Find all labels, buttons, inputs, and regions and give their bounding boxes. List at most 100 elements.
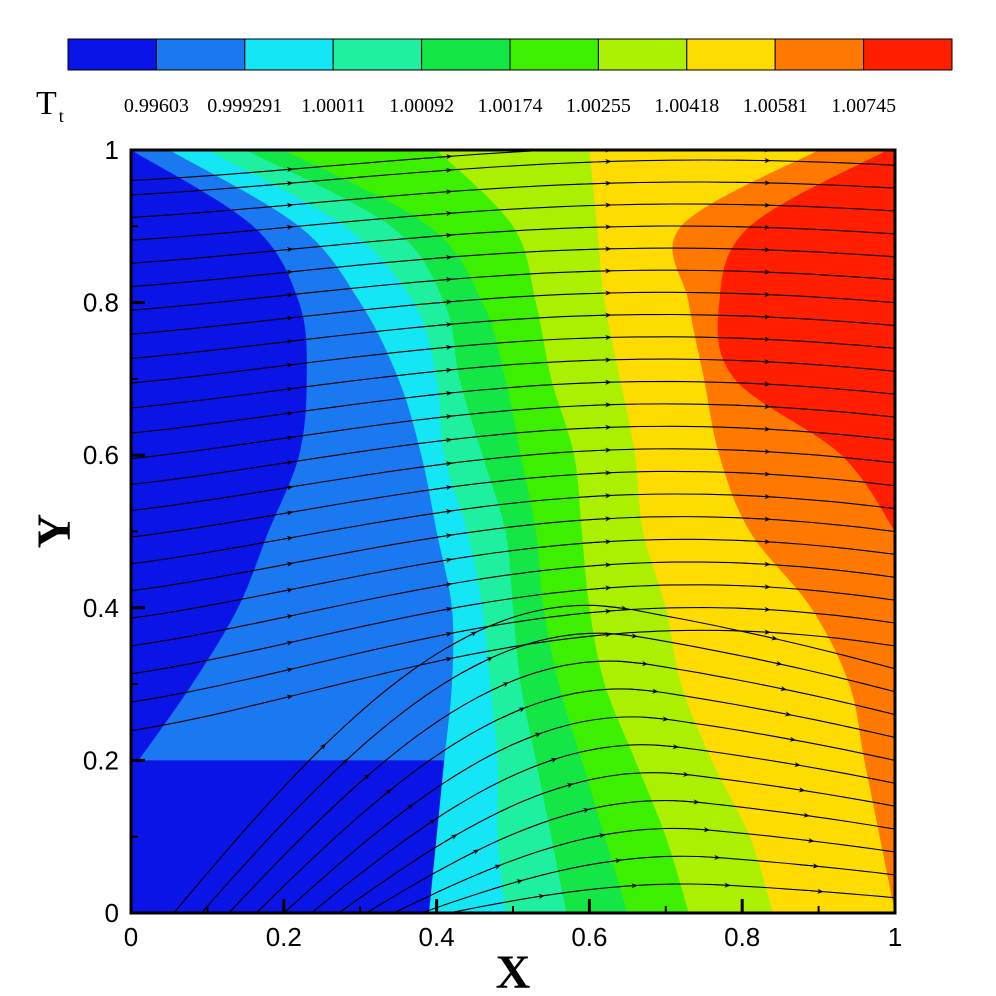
streamline-arrow (576, 402, 612, 408)
streamline-arrow (576, 334, 612, 341)
streamline-arrow (417, 509, 453, 517)
streamline-arrow (362, 788, 392, 814)
legend-swatch (67, 38, 157, 71)
x-tick-label: 0.2 (266, 922, 302, 952)
streamline-arrow (258, 510, 294, 519)
streamline-arrow (417, 557, 453, 566)
legend-level-label: 1.00745 (831, 95, 896, 117)
streamline-arrow (564, 808, 590, 817)
streamline-arrow (258, 561, 294, 571)
y-axis-label: Y (28, 514, 81, 549)
streamline-arrow (408, 819, 436, 838)
legend-swatch (686, 38, 776, 71)
legend-swatch (863, 38, 953, 71)
x-axis-label: X (496, 946, 531, 996)
streamline-arrow (697, 854, 721, 860)
streamline-arrow (598, 858, 622, 864)
streamline-arrow (417, 254, 453, 261)
legend-swatch (244, 38, 334, 71)
streamline-arrow (512, 732, 542, 745)
streamline-arrow (735, 539, 771, 545)
streamline-arrow (576, 246, 612, 252)
streamline-arrow (576, 180, 612, 186)
x-tick-label: 1 (888, 922, 902, 952)
streamline-arrow (385, 803, 414, 826)
streamline-arrow (417, 631, 453, 641)
streamline-arrow (576, 516, 612, 522)
streamline-arrow (767, 734, 797, 742)
streamline-arrow (258, 180, 294, 187)
streamline-arrow (258, 587, 294, 597)
streamline-arrow (417, 154, 453, 160)
streamline-arrow (576, 357, 612, 363)
streamline-arrow (663, 771, 690, 777)
x-tick-label: 0.6 (571, 922, 607, 952)
streamline-arrow (258, 224, 294, 231)
streamline-arrow (547, 783, 574, 793)
contour-band (717, 150, 895, 532)
streamline-arrow (735, 180, 771, 186)
streamline-arrow (258, 386, 294, 394)
streamline-arrow (417, 533, 453, 541)
streamline-arrow (454, 849, 480, 863)
streamline-arrow (258, 315, 294, 322)
plot-area: 0 0.2 0.4 0.6 0.8 1 0 0.2 0.4 0.6 0.8 1 X Y (28, 135, 902, 996)
streamline-arrow (258, 292, 294, 299)
streamline-arrow (258, 460, 294, 468)
streamline-arrow (258, 694, 294, 705)
y-tick-label: 0 (105, 898, 119, 928)
streamline-arrow (674, 799, 700, 805)
streamline-arrow (576, 424, 612, 430)
streamline-arrow (576, 312, 612, 318)
streamline-arrow (735, 606, 771, 613)
streamline-arrow (258, 535, 294, 544)
streamline-arrow (478, 682, 510, 698)
streamline-arrow (576, 632, 612, 639)
streamline-arrow (258, 247, 294, 253)
streamline-arrow (576, 539, 612, 545)
streamline-arrow (258, 614, 294, 624)
x-tick-label: 0.4 (419, 922, 455, 952)
streamline-arrow (761, 709, 792, 717)
streamline-arrow (417, 414, 453, 421)
streamline-arrow (581, 833, 606, 840)
x-tick-label: 0 (124, 922, 138, 952)
streamline-arrow (576, 585, 612, 591)
streamline-arrow (530, 757, 558, 769)
streamline-arrow (576, 470, 612, 476)
streamline-arrow (417, 485, 453, 493)
streamline-arrow (417, 344, 453, 351)
streamline-arrow (735, 381, 771, 387)
streamline-arrow (735, 403, 771, 410)
streamline-arrow (258, 435, 294, 443)
streamline-arrow (258, 339, 294, 346)
streamline-arrow (417, 437, 453, 445)
streamline-arrow (686, 827, 711, 833)
legend-level-label: 1.00581 (743, 95, 808, 117)
streamline-arrow (576, 379, 612, 385)
legend-swatch (509, 38, 599, 71)
streamline-arrow (796, 863, 820, 869)
streamline-arrow (735, 426, 771, 432)
streamline-arrow (735, 493, 771, 500)
streamline-arrow (616, 883, 638, 889)
streamline-arrow (293, 743, 327, 777)
streamline-arrow (605, 632, 639, 639)
legend-level-label: 1.00092 (389, 95, 454, 117)
streamline-arrow (417, 189, 453, 195)
y-tick-label: 0.4 (83, 593, 119, 623)
streamline-arrow (576, 202, 612, 208)
streamline-arrow (576, 268, 612, 274)
streamline-arrow (651, 744, 680, 750)
streamline-arrow (258, 202, 294, 209)
streamline-arrow (744, 631, 778, 641)
streamline-arrow (735, 202, 771, 208)
streamline-arrow (523, 893, 545, 900)
streamline-arrow (594, 605, 628, 611)
streamline-arrow (316, 758, 349, 789)
streamline-arrow (576, 159, 612, 165)
streamline-arrow (709, 882, 731, 888)
legend-level-label: 0.99603 (124, 95, 189, 117)
